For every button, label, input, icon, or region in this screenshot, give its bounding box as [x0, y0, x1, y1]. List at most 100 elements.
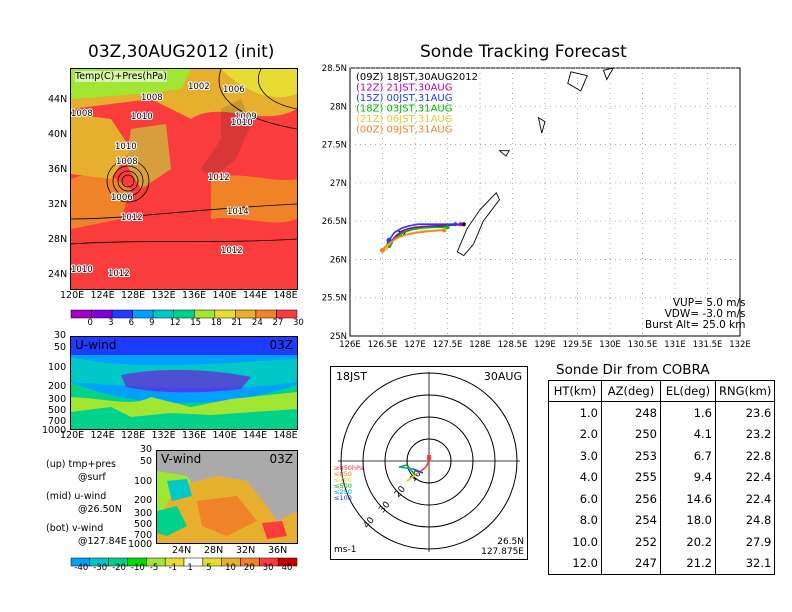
cobra-table-header: HT(km) AZ(deg) EL(deg) RNG(km) — [548, 380, 776, 402]
map-lon-label: 144E — [243, 290, 268, 301]
uwind-lon-label: 148E — [273, 430, 298, 441]
tracking-title: Sonde Tracking Forecast — [420, 42, 627, 62]
vwind-pressure-label: 1000 — [128, 539, 153, 550]
hodograph-segment — [425, 460, 430, 468]
uwind-lon-label: 140E — [212, 430, 237, 441]
table-cell: 23.6 — [714, 401, 776, 424]
tracking-info: VUP= 5.0 m/s VDW= -3.0 m/s Burst Alt= 25… — [645, 298, 745, 331]
track-start-point — [380, 247, 385, 253]
table-cell: 252 — [601, 531, 661, 553]
x-tick-label: 131E — [664, 340, 686, 350]
y-tick-label: 26.5N — [322, 217, 347, 227]
colorbar-label: 21 — [231, 318, 243, 328]
map-lon-label: 124E — [90, 290, 115, 301]
uwind-cross-section: U-wind 03Z — [70, 336, 298, 430]
y-tick-label: 25.5N — [322, 294, 347, 304]
table-cell: 10.0 — [548, 531, 602, 553]
uwind-pressure-label: 700 — [48, 416, 67, 427]
track-end-point — [461, 222, 466, 227]
svg-text:1012: 1012 — [108, 269, 130, 279]
track-end-point — [442, 228, 447, 233]
vwind-time: 03Z — [269, 452, 294, 466]
track-end-point — [445, 225, 450, 230]
map-lat-label: 28N — [48, 234, 68, 245]
vwind-colorbar-label: -40 — [74, 563, 89, 573]
colorbar-label: 3 — [108, 318, 114, 328]
colorbar-swatch — [111, 309, 133, 319]
colorbar-swatch — [91, 309, 113, 319]
colorbar-label: 30 — [293, 318, 304, 328]
table-cell: 256 — [601, 488, 661, 510]
map-lon-label: 120E — [60, 290, 85, 301]
table-cell: 250 — [601, 423, 661, 445]
vwind-lat-label: 28N — [204, 545, 224, 556]
vwind-pressure-label: 700 — [134, 530, 153, 541]
vwind-cross-section: V-wind 03Z — [156, 450, 298, 544]
x-tick-label: 128E — [469, 340, 491, 350]
vwind-colorbar-label: -20 — [112, 563, 126, 573]
vwind-colorbar-label: 30 — [262, 563, 274, 573]
table-row: 4.0 255 9.4 22.4 — [548, 466, 776, 488]
track-end-point — [453, 222, 458, 227]
uwind-lon-label: 132E — [151, 430, 176, 441]
svg-text:1014: 1014 — [227, 207, 249, 217]
map-lat-label: 44N — [48, 94, 68, 105]
svg-text:1008: 1008 — [141, 93, 163, 103]
hodograph-segment — [398, 466, 414, 470]
uwind-lon-label: 144E — [243, 430, 268, 441]
table-row: 10.0 252 20.2 27.9 — [548, 531, 776, 553]
uwind-pressure-label: 50 — [54, 342, 67, 353]
colorbar-label: 24 — [251, 318, 263, 328]
table-row: 12.0 247 21.2 32.1 — [548, 552, 776, 575]
vwind-colorbar-label: 20 — [243, 563, 255, 573]
table-cell: 32.1 — [714, 552, 776, 575]
column-header: RNG(km) — [714, 380, 776, 402]
tracking-plot-area — [349, 67, 741, 337]
table-cell: 6.0 — [548, 488, 602, 510]
vwind-lat-label: 24N — [172, 545, 192, 556]
colorbar-swatch — [276, 309, 298, 319]
temperature-field: 1008 1002 1006 1008 1010 1009 1010 1010 … — [71, 69, 297, 289]
coastline — [397, 67, 615, 257]
vwind-pressure-label: 200 — [134, 495, 153, 506]
hodograph-legend-entry: ≤100 — [334, 494, 352, 502]
y-tick-label: 28N — [330, 102, 347, 112]
vwind-lat-label: 32N — [236, 545, 256, 556]
svg-text:1010: 1010 — [231, 118, 253, 128]
svg-text:1010: 1010 — [115, 142, 137, 152]
vwind-colorbar-label: 10 — [225, 563, 236, 573]
hodograph-location-lat: 26.5N — [497, 537, 524, 547]
hodograph-legend-entry: ≤700 — [334, 476, 352, 484]
svg-text:1008: 1008 — [116, 157, 138, 167]
hodograph-marker — [427, 455, 431, 460]
table-cell: 20.2 — [660, 531, 716, 553]
svg-text:1006: 1006 — [223, 85, 245, 95]
table-cell: 14.6 — [660, 488, 716, 510]
map-lat-label: 24N — [48, 269, 68, 280]
y-tick-label: 26N — [330, 255, 347, 265]
map-lat-label: 32N — [48, 199, 68, 210]
map-lon-label: 136E — [182, 290, 207, 301]
vwind-colorbar-swatch — [277, 557, 298, 567]
uwind-lon-label: 124E — [90, 430, 115, 441]
table-row: 1.0 248 1.6 23.6 — [548, 401, 776, 424]
vwind-colorbar-label: -10 — [130, 563, 145, 573]
svg-text:1002: 1002 — [188, 82, 210, 92]
vwind-pressure-label: 500 — [134, 519, 153, 530]
table-cell: 248 — [601, 401, 661, 424]
note-mid: (mid) u-wind @26.50N — [46, 491, 122, 515]
note-bot: (bot) v-wind @127.84E — [46, 523, 127, 547]
map-title: 03Z,30AUG2012 (init) — [88, 42, 275, 62]
table-row: 3.0 253 6.7 22.8 — [548, 445, 776, 467]
svg-text:1012: 1012 — [121, 213, 143, 223]
map-lon-label: 140E — [212, 290, 237, 301]
table-row: 6.0 256 14.6 22.4 — [548, 488, 776, 510]
map-legend-label: Temp(C)+Pres(hPa) — [75, 71, 167, 82]
hodograph-legend-entry: ≤250 — [334, 488, 352, 496]
colorbar-swatch — [255, 309, 277, 319]
vwind-lat-label: 36N — [268, 545, 288, 556]
vwind-colorbar-label: 40 — [281, 563, 293, 573]
colorbar-label: 18 — [210, 318, 222, 328]
table-cell: 22.8 — [714, 445, 776, 467]
vwind-colorbar — [70, 557, 298, 567]
